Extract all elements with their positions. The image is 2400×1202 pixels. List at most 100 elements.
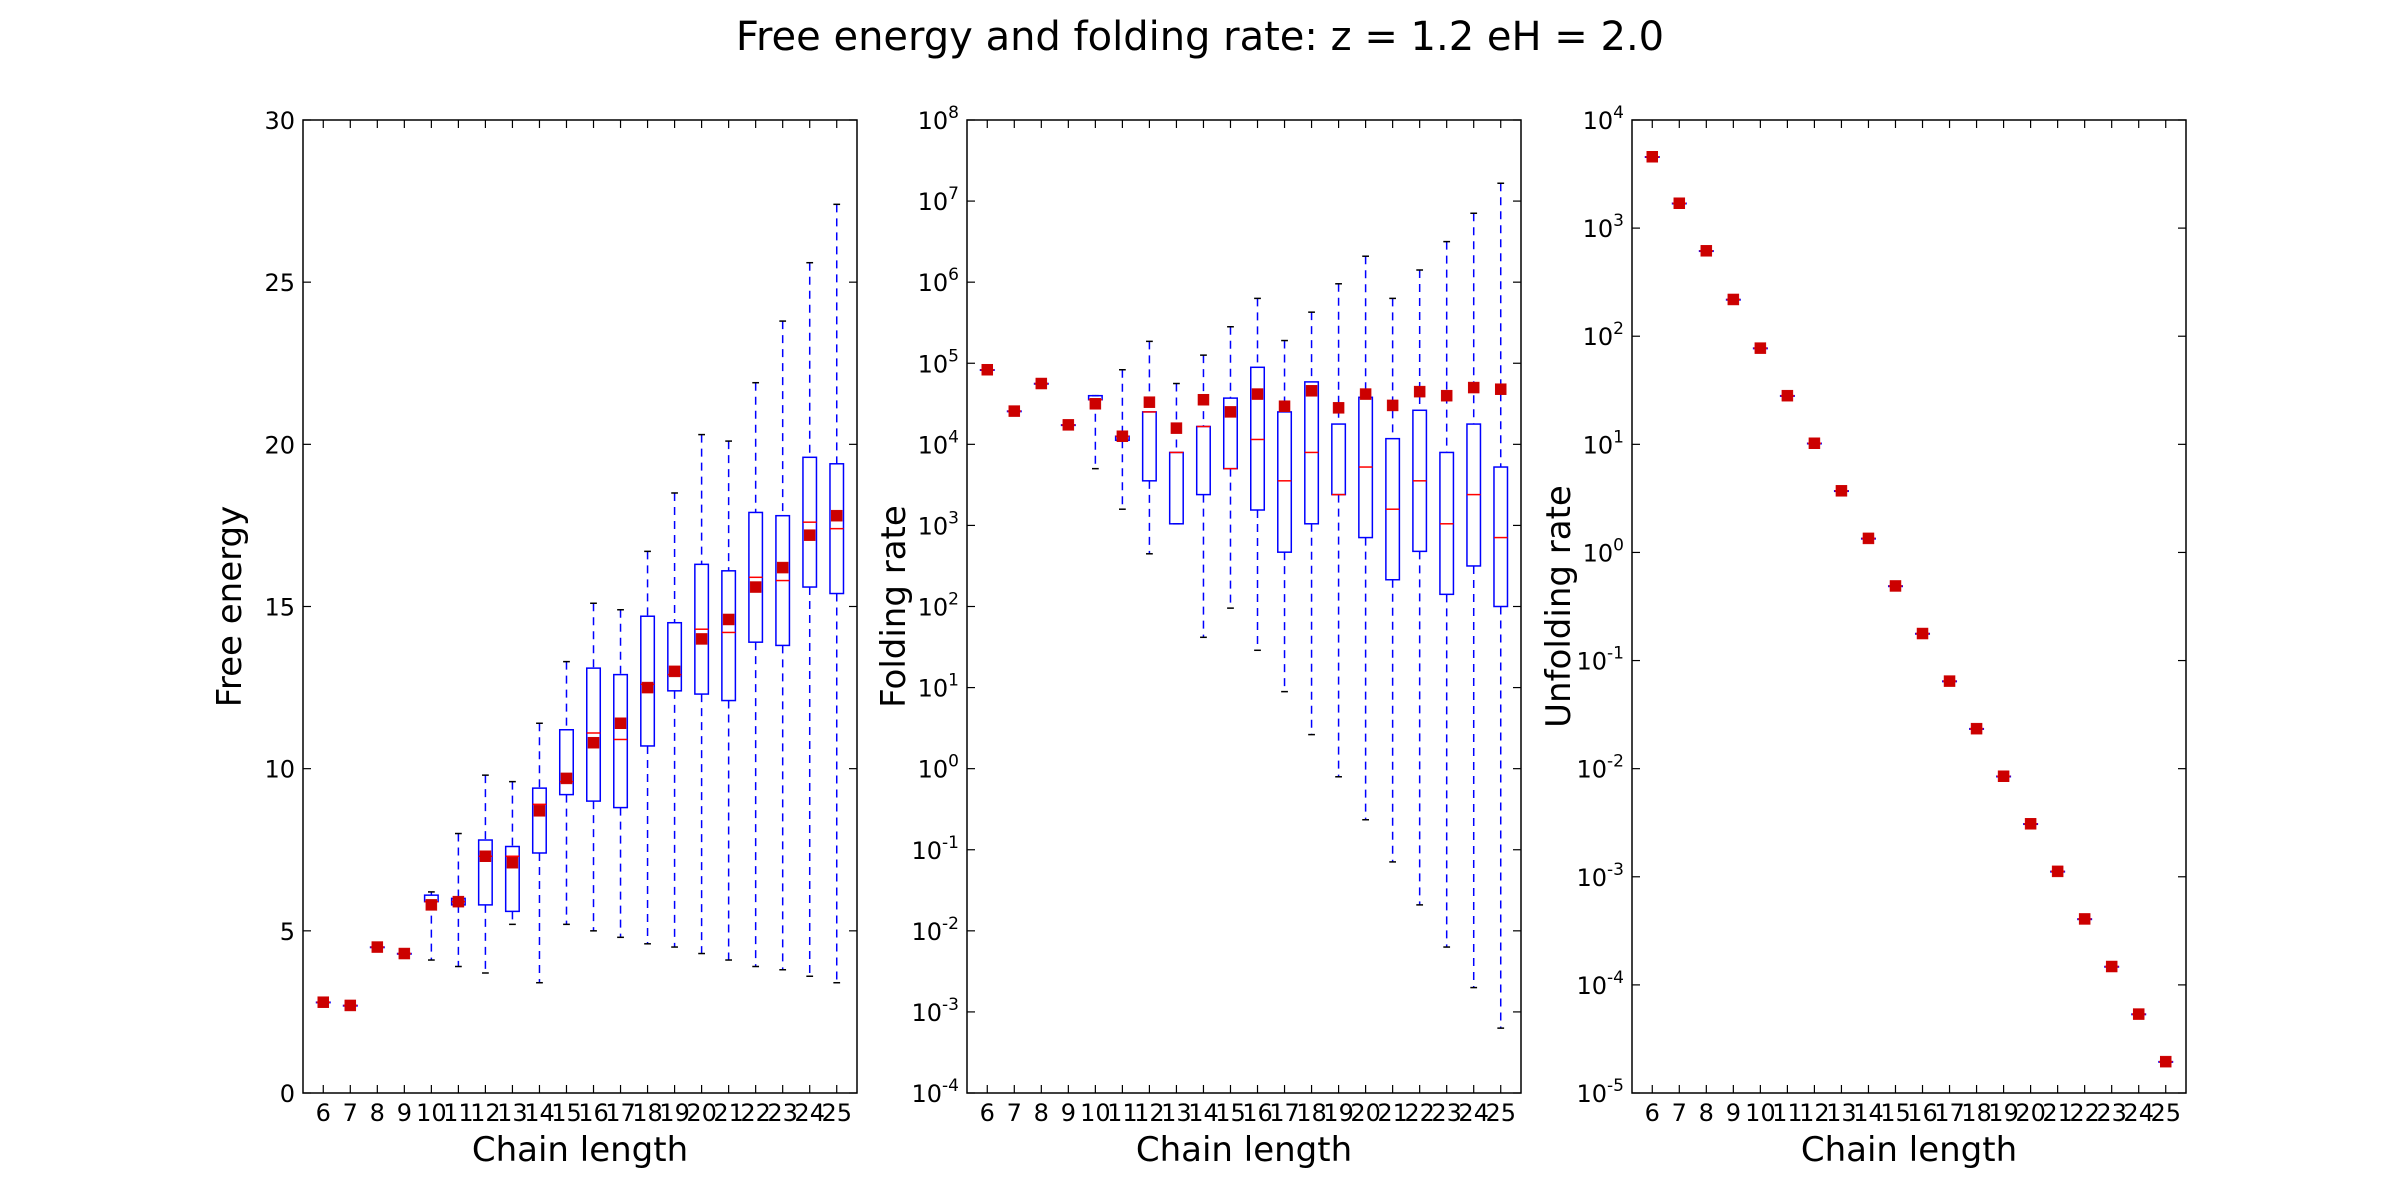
y-tick-label: 101: [918, 671, 959, 703]
box-11: [1114, 368, 1130, 510]
mean-marker: [1008, 405, 1021, 417]
x-tick-label: 18: [1296, 1099, 1327, 1127]
box-16: [1250, 297, 1266, 652]
x-tick-label: 16: [1242, 1099, 1273, 1127]
mean-marker: [1835, 485, 1848, 497]
x-tick-label: 6: [316, 1099, 331, 1127]
box-13: [504, 780, 520, 926]
mean-marker: [533, 805, 546, 817]
box-body: [1493, 466, 1509, 608]
box-body: [504, 845, 520, 913]
mean-marker: [344, 999, 357, 1012]
x-tick-label: 9: [1061, 1099, 1076, 1127]
y-tick-label: 10-3: [1577, 860, 1625, 892]
box-13: [1833, 485, 1849, 497]
mean-marker: [560, 772, 573, 785]
box-12: [1806, 437, 1822, 450]
y-tick-label: 108: [918, 103, 959, 135]
y-tick-label: 10-2: [912, 914, 960, 946]
box-body: [1141, 411, 1157, 482]
mean-marker: [398, 947, 411, 960]
mean-marker: [614, 717, 627, 730]
box-24: [1466, 212, 1482, 989]
box-20: [694, 433, 710, 955]
y-tick-label: 0: [280, 1080, 295, 1108]
y-tick-label: 106: [918, 265, 959, 297]
mean-marker: [1754, 342, 1767, 354]
x-tick-label: 12: [470, 1099, 501, 1127]
box-21: [1385, 297, 1401, 863]
mean-marker: [981, 363, 994, 376]
x-tick-label: 12: [1134, 1099, 1165, 1127]
x-axis-label: Chain length: [1136, 1130, 1352, 1170]
box-20: [1358, 255, 1374, 821]
mean-marker: [1386, 399, 1399, 412]
y-axis-label: Free energy: [210, 506, 250, 707]
box-body: [1250, 366, 1266, 511]
mean-marker: [776, 561, 789, 574]
x-tick-label: 8: [1034, 1099, 1049, 1127]
x-tick-label: 22: [1404, 1099, 1435, 1127]
x-tick-label: 15: [1880, 1099, 1911, 1127]
mean-marker: [1278, 400, 1291, 412]
x-tick-label: 17: [1269, 1099, 1300, 1127]
x-tick-label: 24: [794, 1099, 825, 1127]
box-14: [531, 722, 547, 984]
box-22: [748, 381, 764, 968]
y-tick-label: 103: [918, 508, 959, 540]
x-tick-label: 15: [551, 1099, 582, 1127]
box-8: [369, 941, 385, 953]
box-body: [667, 621, 683, 692]
box-body: [613, 673, 629, 809]
mean-marker: [1943, 675, 1956, 687]
box-body: [1277, 411, 1293, 553]
x-tick-label: 11: [1107, 1099, 1138, 1127]
x-tick-label: 23: [767, 1099, 798, 1127]
mean-marker: [1781, 389, 1794, 402]
x-tick-label: 13: [1826, 1099, 1857, 1127]
mean-marker: [1197, 393, 1210, 406]
box-body: [1168, 451, 1184, 525]
mean-marker: [722, 613, 735, 626]
mean-marker: [1332, 402, 1345, 414]
x-tick-label: 17: [605, 1099, 636, 1127]
x-tick-label: 15: [1215, 1099, 1246, 1127]
box-body: [558, 728, 574, 796]
box-19: [667, 492, 683, 948]
box-17: [613, 608, 629, 939]
box-12: [1141, 340, 1157, 555]
x-tick-label: 16: [578, 1099, 609, 1127]
box-17: [1277, 339, 1293, 693]
box-9: [396, 947, 412, 960]
y-tick-label: 10-1: [912, 833, 960, 865]
y-tick-label: 30: [264, 107, 295, 135]
y-tick-label: 100: [918, 752, 959, 784]
x-tick-label: 21: [2042, 1099, 2073, 1127]
x-tick-label: 25: [2150, 1099, 2181, 1127]
mean-marker: [803, 529, 816, 541]
x-tick-label: 10: [1080, 1099, 1111, 1127]
mean-marker: [1035, 377, 1048, 390]
axes-frame: [966, 119, 1522, 1094]
x-tick-label: 6: [980, 1099, 995, 1127]
box-22: [2077, 913, 2093, 925]
x-tick-label: 19: [1323, 1099, 1354, 1127]
box-6: [315, 996, 331, 1008]
x-tick-label: 14: [1853, 1099, 1884, 1127]
box-6: [979, 363, 995, 376]
mean-marker: [2024, 818, 2037, 830]
box-14: [1860, 532, 1876, 545]
mean-marker: [749, 581, 762, 593]
y-tick-label: 10-3: [912, 995, 960, 1027]
box-20: [2023, 818, 2039, 830]
box-body: [1195, 425, 1211, 496]
box-7: [1006, 405, 1022, 417]
x-tick-label: 20: [2015, 1099, 2046, 1127]
box-25: [2158, 1055, 2174, 1068]
mean-marker: [371, 941, 384, 953]
figure-title: Free energy and folding rate: z = 1.2 eH…: [735, 14, 1665, 60]
x-tick-label: 10: [1745, 1099, 1776, 1127]
x-tick-label: 9: [1726, 1099, 1741, 1127]
mean-marker: [1359, 388, 1372, 400]
